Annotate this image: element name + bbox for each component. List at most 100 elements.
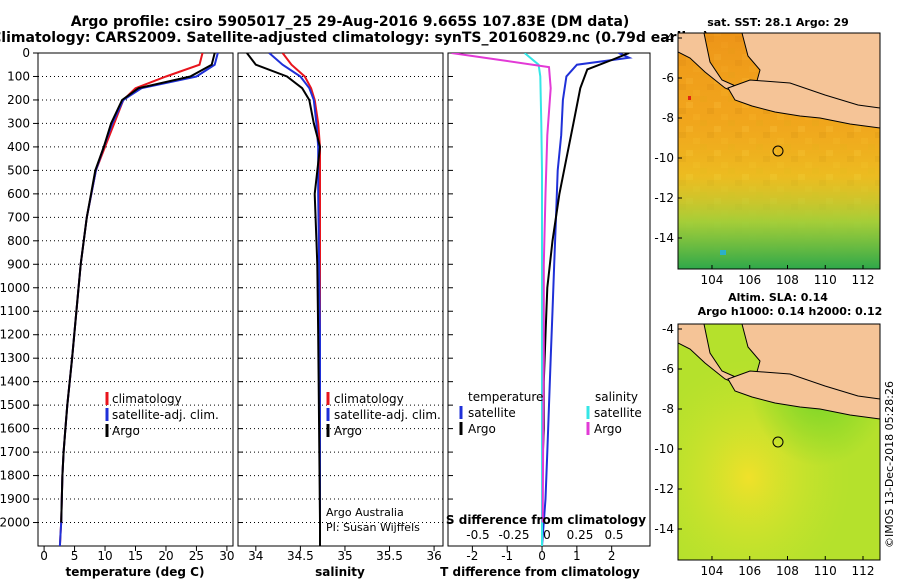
depth-tick-label: 100 bbox=[7, 69, 30, 83]
temperature-panel-frame bbox=[37, 52, 234, 547]
difference-panel-frame bbox=[447, 52, 651, 547]
sst-argo-marker bbox=[772, 145, 784, 157]
depth-tick-label: 1200 bbox=[0, 328, 30, 342]
depth-tick-label: 400 bbox=[7, 140, 30, 154]
sla-map-lat-label: -12 bbox=[654, 482, 674, 496]
sst-hot-spot bbox=[688, 96, 691, 100]
sst-map-lon-label: 112 bbox=[852, 273, 875, 287]
temperature-climatology-line bbox=[58, 53, 204, 546]
sla-map-lon-label: 110 bbox=[814, 564, 837, 578]
sst-map-lat-label: -4 bbox=[662, 31, 674, 45]
depth-tick-label: 700 bbox=[7, 210, 30, 224]
depth-tick-label: 1400 bbox=[0, 375, 30, 389]
salinity-panel: 34 34.5 35 35.5 36 salinity climatology sate… bbox=[237, 52, 444, 579]
depth-tick-label: 0 bbox=[22, 46, 30, 60]
sst-map-lon-label: 104 bbox=[701, 273, 724, 287]
legend-temperature-title: temperature bbox=[468, 390, 543, 404]
depth-tick-label: 1300 bbox=[0, 351, 30, 365]
temperature-xtick-label: 10 bbox=[97, 549, 112, 563]
salinity-legend-argo-label: Argo bbox=[334, 424, 362, 438]
sst-map: sat. SST: 28.1 Argo: 29 104 106 108 110 112 -… bbox=[654, 16, 881, 287]
legend-sal-satellite-label: satellite bbox=[594, 406, 642, 420]
temperature-panel: 0100200300400500600700800900100011001200… bbox=[0, 46, 235, 579]
depth-tick-label: 600 bbox=[7, 187, 30, 201]
legend-temp-argo-label: Argo bbox=[468, 422, 496, 436]
figure-title-line1: Argo profile: csiro 5905017_25 29-Aug-20… bbox=[71, 14, 630, 30]
temperature-xtick-label: 5 bbox=[71, 549, 79, 563]
sla-map-lat-label: -6 bbox=[662, 362, 674, 376]
credit-text: Argo Australia bbox=[326, 506, 404, 519]
temperature-xlabel: temperature (deg C) bbox=[66, 565, 205, 579]
sla-landmass-java bbox=[727, 370, 880, 420]
salinity-xtick-label: 35 bbox=[337, 549, 352, 563]
sla-map-lon-label: 108 bbox=[776, 564, 799, 578]
difference-temp-satellite-line bbox=[541, 53, 633, 546]
sst-map-lon-label: 108 bbox=[776, 273, 799, 287]
sst-map-frame bbox=[677, 32, 881, 270]
temperature-argo-line bbox=[60, 53, 216, 523]
sla-argo-marker bbox=[772, 436, 784, 448]
sst-cool-spot bbox=[720, 250, 726, 255]
s-difference-tick-label: -0.5 bbox=[466, 528, 489, 542]
difference-panel: -2 -1 0 1 2 temperature satellite Argo salin… bbox=[440, 52, 651, 579]
legend-satellite-label: satellite-adj. clim. bbox=[112, 408, 219, 422]
sla-map: Altim. SLA: 0.14 Argo h1000: 0.14 h2000:… bbox=[654, 291, 882, 578]
sla-map-lat-label: -8 bbox=[662, 402, 674, 416]
depth-tick-label: 200 bbox=[7, 93, 30, 107]
legend-temp-satellite-label: satellite bbox=[468, 406, 516, 420]
salinity-xlabel: salinity bbox=[315, 565, 365, 579]
s-difference-tick-label: 0.5 bbox=[604, 528, 623, 542]
depth-tick-label: 1800 bbox=[0, 469, 30, 483]
sst-map-lat-label: -10 bbox=[654, 151, 674, 165]
pi-text: PI: Susan Wijffels bbox=[326, 521, 420, 534]
imos-watermark: ©IMOS 13-Dec-2018 05:28:26 bbox=[883, 381, 896, 548]
difference-xtick-label: 2 bbox=[608, 549, 616, 563]
depth-tick-label: 1100 bbox=[0, 304, 30, 318]
sst-map-lon-label: 106 bbox=[738, 273, 761, 287]
difference-xtick-label: -1 bbox=[501, 549, 513, 563]
depth-tick-label: 500 bbox=[7, 163, 30, 177]
salinity-legend-climatology-label: climatology bbox=[334, 392, 404, 406]
figure-title-line2: Climatology: CARS2009. Satellite-adjuste… bbox=[0, 30, 709, 46]
depth-tick-label: 2000 bbox=[0, 516, 30, 530]
depth-tick-label: 800 bbox=[7, 234, 30, 248]
temperature-xtick-label: 15 bbox=[128, 549, 143, 563]
difference-legend: temperature satellite Argo salinity sate… bbox=[459, 390, 642, 436]
sla-map-lat-label: -10 bbox=[654, 442, 674, 456]
legend-salinity-title: salinity bbox=[595, 390, 638, 404]
salinity-legend: climatology satellite-adj. clim. Argo bbox=[326, 392, 441, 438]
sla-map-title-line1: Altim. SLA: 0.14 bbox=[728, 291, 828, 304]
sst-map-lon-label: 110 bbox=[814, 273, 837, 287]
difference-xtick-label: 1 bbox=[573, 549, 581, 563]
salinity-satellite-line bbox=[268, 53, 321, 546]
s-difference-tick-label: 0.25 bbox=[567, 528, 594, 542]
s-difference-label: S difference from climatology bbox=[446, 513, 646, 527]
salinity-xtick-label: 35.5 bbox=[376, 549, 403, 563]
difference-sal-argo-line bbox=[451, 53, 552, 523]
sla-map-lat-label: -4 bbox=[662, 322, 674, 336]
temperature-xtick-label: 0 bbox=[40, 549, 48, 563]
legend-sal-argo-label: Argo bbox=[594, 422, 622, 436]
salinity-panel-frame bbox=[237, 52, 444, 547]
sla-map-lon-label: 112 bbox=[852, 564, 875, 578]
salinity-xtick-label: 34.5 bbox=[287, 549, 314, 563]
difference-sal-satellite-line bbox=[523, 53, 543, 546]
legend-argo-label: Argo bbox=[112, 424, 140, 438]
sst-map-lat-label: -14 bbox=[654, 231, 674, 245]
sla-map-frame bbox=[677, 323, 881, 561]
sla-map-lat-label: -14 bbox=[654, 522, 674, 536]
sst-map-title: sat. SST: 28.1 Argo: 29 bbox=[707, 16, 849, 29]
t-difference-xlabel: T difference from climatology bbox=[440, 565, 640, 579]
depth-tick-label: 1900 bbox=[0, 492, 30, 506]
sla-map-lon-label: 106 bbox=[738, 564, 761, 578]
s-difference-tick-label: 0 bbox=[543, 528, 551, 542]
salinity-xtick-label: 34 bbox=[248, 549, 263, 563]
difference-xtick-label: -2 bbox=[466, 549, 478, 563]
sst-landmass-java bbox=[727, 79, 880, 129]
depth-tick-label: 1600 bbox=[0, 422, 30, 436]
salinity-argo-line bbox=[246, 53, 322, 546]
sla-map-lon-label: 104 bbox=[701, 564, 724, 578]
depth-tick-label: 1700 bbox=[0, 445, 30, 459]
sst-map-lat-label: -12 bbox=[654, 191, 674, 205]
temperature-xtick-label: 30 bbox=[219, 549, 234, 563]
